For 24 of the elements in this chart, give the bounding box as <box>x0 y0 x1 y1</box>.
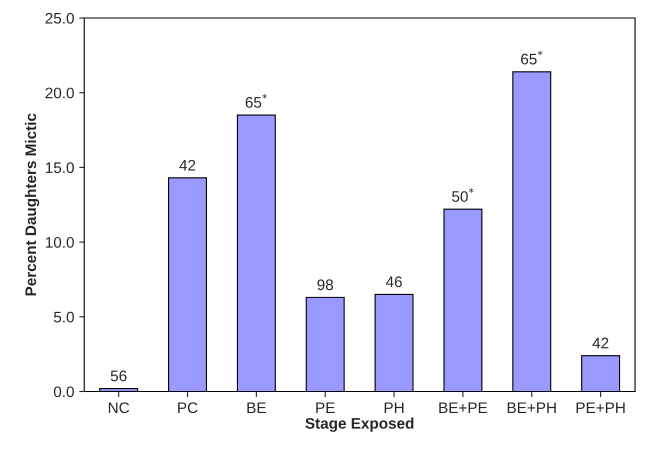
annotation: 42 <box>592 338 608 348</box>
x-tick-label: PH <box>384 402 404 413</box>
annotation: 98 <box>317 279 334 290</box>
x-tick-label: BE+PH <box>508 402 556 413</box>
y-tick-label: 0.0 <box>54 386 74 398</box>
annotation: 56 <box>110 370 126 382</box>
y-tick-label: 5.0 <box>54 312 74 322</box>
x-tick-label: NC <box>108 402 130 414</box>
annotation: 42 <box>179 160 196 171</box>
y-tick-label: 25.0 <box>46 12 74 24</box>
annotation: 65$^{*}$ <box>521 50 542 64</box>
y-axis-title: Percent Daughters Mictic <box>24 114 40 296</box>
x-tick-label: BE <box>247 402 266 413</box>
x-tick-label: BE+PE <box>439 402 488 413</box>
annotation: 50$^{*}$ <box>452 188 474 202</box>
x-tick-label: PC <box>178 402 198 414</box>
annotation: 65$^{*}$ <box>246 94 268 108</box>
x-tick-label: PE+PH <box>576 402 625 413</box>
y-tick-label: 10.0 <box>46 236 74 248</box>
y-tick-label: 15.0 <box>46 162 74 174</box>
x-axis-title: Stage Exposed <box>305 418 414 432</box>
x-tick-label: PE <box>316 402 335 413</box>
annotation: 46 <box>386 276 402 288</box>
y-tick-label: 20.0 <box>46 88 74 98</box>
